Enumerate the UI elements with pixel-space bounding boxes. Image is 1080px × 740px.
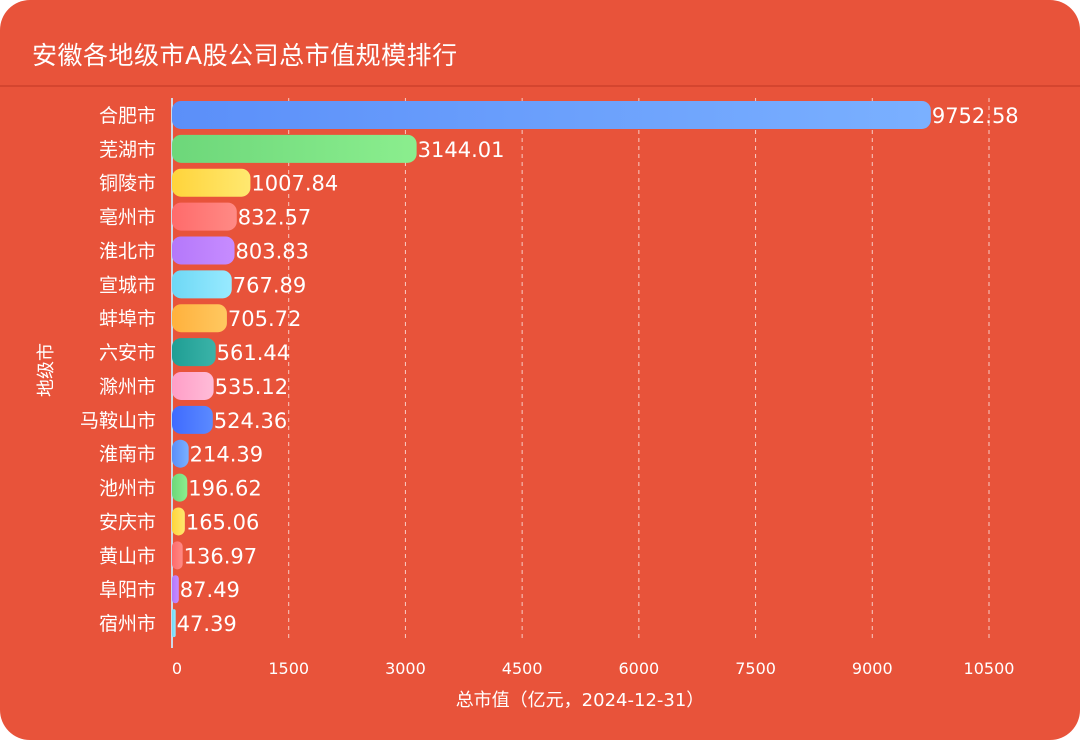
category-label: 滁州市: [99, 376, 156, 398]
chart-title: 安徽各地级市A股公司总市值规模排行: [32, 41, 458, 70]
bar: [172, 609, 176, 638]
category-label: 蚌埠市: [99, 308, 156, 330]
data-label: 705.72: [228, 307, 301, 331]
category-label: 黄山市: [99, 545, 156, 567]
bar: [172, 270, 232, 299]
data-label: 47.39: [177, 612, 237, 636]
bar: [172, 371, 214, 400]
data-label: 87.49: [180, 578, 240, 602]
category-label: 合肥市: [99, 105, 156, 127]
x-tick-label: 6000: [618, 659, 659, 678]
category-label: 马鞍山市: [80, 410, 156, 432]
x-tick-label: 4500: [502, 659, 543, 678]
x-tick-label: 0: [172, 659, 182, 678]
data-label: 832.57: [238, 206, 311, 230]
category-label: 安庆市: [99, 511, 156, 533]
data-label: 214.39: [190, 443, 263, 467]
data-label: 535.12: [215, 375, 288, 399]
category-label: 芜湖市: [99, 139, 156, 161]
x-tick-label: 10500: [964, 659, 1015, 678]
y-axis-title: 地级市: [36, 343, 57, 397]
x-tick-label: 3000: [385, 659, 426, 678]
bar: [172, 100, 931, 129]
bar: [172, 168, 251, 197]
category-label: 亳州市: [99, 207, 156, 229]
category-label: 淮南市: [99, 444, 156, 466]
bar: [172, 405, 213, 434]
bar: [172, 439, 189, 468]
data-label: 165.06: [186, 510, 259, 534]
category-label: 淮北市: [99, 240, 156, 262]
category-label: 阜阳市: [99, 579, 156, 601]
bar: [172, 304, 227, 333]
category-label: 宿州市: [99, 613, 156, 635]
data-label: 524.36: [214, 409, 287, 433]
bar: [172, 236, 235, 265]
bar: [172, 338, 216, 367]
bar: [172, 202, 237, 231]
data-label: 1007.84: [251, 172, 338, 196]
category-label: 池州市: [99, 478, 156, 500]
x-tick-label: 9000: [852, 659, 893, 678]
bar: [172, 507, 185, 536]
data-label: 136.97: [184, 544, 257, 568]
x-axis-title: 总市值（亿元，2024-12-31）: [456, 690, 705, 711]
data-label: 9752.58: [932, 104, 1019, 128]
bar: [172, 541, 183, 570]
data-label: 803.83: [236, 239, 309, 263]
bar: [172, 473, 188, 502]
data-label: 767.89: [233, 273, 306, 297]
bar: [172, 134, 417, 163]
category-label: 六安市: [99, 342, 156, 364]
data-label: 561.44: [217, 341, 290, 365]
category-label: 铜陵市: [99, 173, 156, 195]
x-tick-label: 1500: [268, 659, 309, 678]
data-label: 3144.01: [418, 138, 505, 162]
bar: [172, 575, 179, 604]
category-label: 宣城市: [99, 274, 156, 296]
x-tick-label: 7500: [735, 659, 776, 678]
title-divider: [0, 85, 1080, 87]
data-label: 196.62: [188, 477, 261, 501]
